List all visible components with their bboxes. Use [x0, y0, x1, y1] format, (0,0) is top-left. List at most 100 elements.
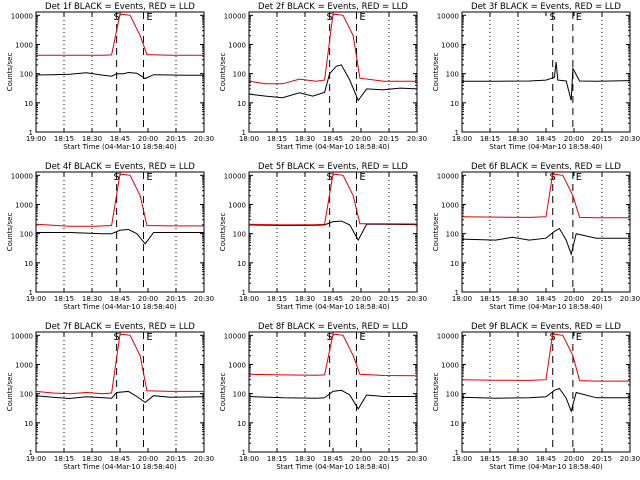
x-tick-label: 18:30 [82, 455, 102, 463]
y-tick-label: 100 [446, 391, 459, 399]
y-tick-label: 1000 [228, 201, 246, 209]
y-tick-label: 1000 [15, 41, 33, 49]
x-tick-label: 20:15 [379, 455, 399, 463]
y-tick-label: 1 [242, 449, 246, 457]
y-axis-label: Counts/sec [6, 53, 14, 92]
y-axis-label: Counts/sec [219, 373, 227, 412]
y-tick-label: 10000 [11, 172, 33, 180]
y-tick-label: 1 [29, 449, 33, 457]
lld-series-line [461, 333, 630, 382]
chart-title: Det 2f BLACK = Events, RED = LLD [258, 2, 408, 12]
y-tick-label: 1 [242, 289, 246, 297]
y-tick-label: 100 [233, 231, 246, 239]
x-tick-label: 18:45 [110, 295, 130, 303]
panel-det-1: Det 1f BLACK = Events, RED = LLD 1 10 100 10… [6, 2, 214, 151]
marker-e-label: E [146, 332, 152, 343]
x-tick-label: 18:00 [452, 135, 472, 143]
x-tick-label: 18:00 [239, 455, 259, 463]
panel-det-7: Det 7f BLACK = Events, RED = LLD 1 10 100 10… [6, 322, 214, 471]
lld-series-line [35, 13, 204, 56]
chart-title: Det 5f BLACK = Events, RED = LLD [258, 162, 408, 172]
plot-frame [461, 11, 631, 133]
y-tick-label: 10000 [437, 12, 459, 20]
x-tick-label: 18:00 [239, 135, 259, 143]
y-axis-label: Counts/sec [432, 53, 440, 92]
marker-e-label: E [359, 332, 365, 343]
panel-det-6: Det 6f BLACK = Events, RED = LLD 1 10 100 10… [432, 162, 640, 311]
x-tick-label: 18:45 [536, 135, 556, 143]
y-tick-label: 10000 [437, 332, 459, 340]
x-tick-label: 20:15 [592, 295, 612, 303]
x-tick-label: 18:15 [480, 295, 500, 303]
x-tick-label: 20:00 [138, 295, 158, 303]
x-axis-label: Start Time (04-Mar-10 18:58:40) [276, 143, 390, 151]
events-series-line [461, 387, 630, 413]
chart-title: Det 8f BLACK = Events, RED = LLD [258, 322, 408, 332]
x-tick-label: 20:15 [592, 455, 612, 463]
marker-s-label: S [113, 332, 119, 343]
x-tick-label: 18:30 [295, 455, 315, 463]
y-tick-label: 100 [446, 231, 459, 239]
x-tick-label: 20:00 [564, 135, 584, 143]
x-axis-label: Start Time (04-Mar-10 18:58:40) [276, 463, 390, 471]
events-series-line [35, 71, 204, 80]
x-axis-label: Start Time (04-Mar-10 18:58:40) [63, 303, 177, 311]
x-tick-label: 18:45 [110, 135, 130, 143]
y-tick-label: 10 [24, 420, 33, 428]
x-tick-label: 20:15 [166, 455, 186, 463]
x-tick-label: 18:15 [267, 295, 287, 303]
plot-frame [35, 11, 205, 133]
x-axis-label: Start Time (04-Mar-10 18:58:40) [63, 143, 177, 151]
panel-det-5: Det 5f BLACK = Events, RED = LLD 1 10 100 10… [219, 162, 427, 311]
marker-e-label: E [576, 332, 582, 343]
y-tick-label: 10 [450, 420, 459, 428]
x-tick-label: 20:30 [194, 295, 214, 303]
y-tick-label: 10000 [224, 172, 246, 180]
marker-s-label: S [550, 12, 556, 23]
y-axis-label: Counts/sec [432, 213, 440, 252]
x-axis-label: Start Time (04-Mar-10 18:58:40) [489, 143, 603, 151]
lld-series-line [248, 173, 418, 226]
x-tick-label: 20:15 [379, 295, 399, 303]
marker-s-label: S [326, 12, 332, 23]
y-tick-label: 1000 [15, 361, 33, 369]
marker-s-label: S [326, 332, 332, 343]
x-tick-label: 18:30 [508, 455, 528, 463]
x-axis-label: Start Time (04-Mar-10 18:58:40) [276, 303, 390, 311]
chart-title: Det 7f BLACK = Events, RED = LLD [45, 322, 195, 332]
y-tick-label: 100 [20, 71, 33, 79]
events-series-line [248, 64, 418, 102]
x-tick-label: 18:30 [508, 295, 528, 303]
x-tick-label: 18:45 [536, 455, 556, 463]
y-axis-label: Counts/sec [6, 373, 14, 412]
chart-title: Det 6f BLACK = Events, RED = LLD [471, 162, 621, 172]
x-tick-label: 18:15 [54, 295, 74, 303]
x-tick-label: 20:15 [592, 135, 612, 143]
y-tick-label: 100 [233, 71, 246, 79]
lld-series-line [461, 173, 630, 219]
x-tick-label: 18:00 [239, 295, 259, 303]
lld-series-line [248, 333, 418, 377]
x-tick-label: 18:15 [480, 455, 500, 463]
x-tick-label: 20:30 [194, 135, 214, 143]
y-tick-label: 10 [450, 100, 459, 108]
marker-e-label: E [146, 12, 152, 23]
x-tick-label: 20:00 [138, 455, 158, 463]
panel-det-8: Det 8f BLACK = Events, RED = LLD 1 10 100 10… [219, 322, 427, 471]
y-tick-label: 10000 [11, 332, 33, 340]
y-tick-label: 10 [450, 260, 459, 268]
x-tick-label: 20:30 [407, 455, 427, 463]
x-tick-label: 18:45 [323, 295, 343, 303]
y-tick-label: 10 [24, 100, 33, 108]
y-axis-label: Counts/sec [219, 213, 227, 252]
y-axis-label: Counts/sec [432, 373, 440, 412]
x-tick-label: 20:15 [166, 295, 186, 303]
y-tick-label: 100 [20, 391, 33, 399]
chart-title: Det 4f BLACK = Events, RED = LLD [45, 162, 195, 172]
y-tick-label: 10000 [224, 332, 246, 340]
events-series-line [35, 390, 205, 404]
y-axis-label: Counts/sec [6, 213, 14, 252]
x-tick-label: 18:15 [267, 135, 287, 143]
x-tick-label: 18:15 [267, 455, 287, 463]
